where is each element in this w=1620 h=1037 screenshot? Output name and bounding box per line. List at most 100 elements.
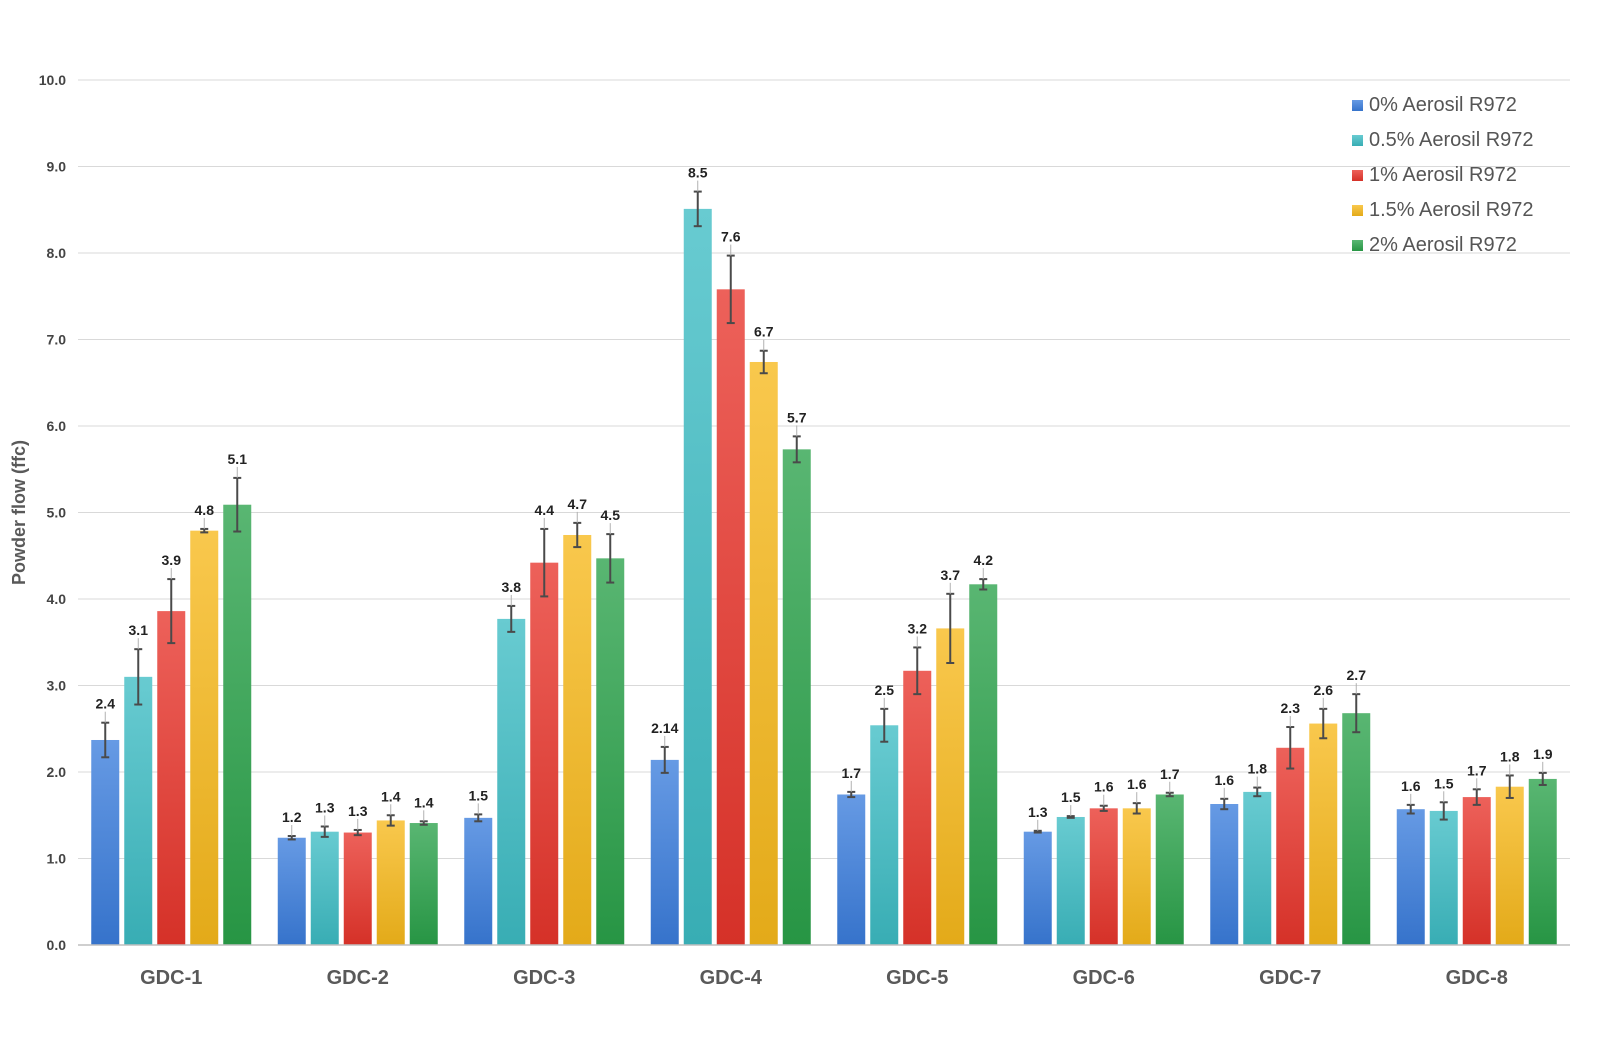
- bar: [969, 584, 998, 945]
- bar: [497, 618, 526, 945]
- data-label: 3.9: [162, 552, 182, 568]
- y-tick-label: 6.0: [47, 418, 67, 434]
- bar: [749, 361, 778, 945]
- data-label: 2.5: [875, 682, 895, 698]
- bar: [683, 208, 712, 945]
- legend-swatch: [1352, 205, 1363, 216]
- data-label: 4.7: [568, 496, 588, 512]
- y-tick-label: 1.0: [47, 851, 67, 867]
- x-tick-label: GDC-6: [1073, 967, 1135, 989]
- bar: [1056, 816, 1085, 945]
- bars: [91, 208, 1557, 946]
- data-label: 1.6: [1215, 772, 1235, 788]
- bar: [464, 817, 493, 945]
- data-label: 5.1: [228, 451, 248, 467]
- bar: [530, 562, 559, 945]
- bar: [596, 558, 625, 945]
- legend-label: 0.5% Aerosil R972: [1369, 129, 1534, 151]
- x-tick-label: GDC-3: [513, 967, 575, 989]
- data-label: 2.14: [651, 720, 678, 736]
- data-label: 1.8: [1248, 761, 1268, 777]
- bar: [870, 725, 899, 945]
- y-tick-label: 5.0: [47, 505, 67, 521]
- x-tick-label: GDC-2: [327, 967, 389, 989]
- x-tick-label: GDC-8: [1446, 967, 1508, 989]
- bar: [91, 739, 120, 945]
- bar: [1023, 831, 1052, 945]
- bar: [1528, 778, 1557, 945]
- bar: [223, 504, 252, 945]
- bar: [903, 670, 932, 945]
- y-tick-label: 3.0: [47, 678, 67, 694]
- bar: [1210, 804, 1239, 945]
- x-axis-ticks: GDC-1 GDC-2 GDC-3 GDC-4 GDC-5 GDC-6 GDC-7 GDC-8: [140, 967, 1508, 989]
- data-label: 1.5: [1434, 775, 1454, 791]
- x-tick-label: GDC-1: [140, 967, 202, 989]
- x-tick-label: GDC-5: [886, 967, 948, 989]
- bar: [1396, 809, 1425, 945]
- bar: [563, 534, 592, 945]
- legend-swatch: [1352, 100, 1363, 111]
- legend-label: 2% Aerosil R972: [1369, 234, 1517, 256]
- bar: [1309, 723, 1338, 945]
- bar: [650, 759, 679, 945]
- bar: [190, 530, 219, 945]
- y-tick-label: 9.0: [47, 159, 67, 175]
- data-label: 1.3: [348, 803, 368, 819]
- bar: [277, 837, 306, 945]
- bar: [124, 676, 153, 945]
- bar: [1155, 794, 1184, 945]
- legend: 0% Aerosil R972 0.5% Aerosil R972 1% Aeros…: [1352, 94, 1534, 256]
- data-label: 1.3: [1028, 804, 1048, 820]
- data-label: 1.8: [1500, 748, 1520, 764]
- data-label: 1.6: [1127, 776, 1147, 792]
- data-label: 2.3: [1281, 700, 1301, 716]
- y-axis-title: Powder flow (ffc): [9, 440, 29, 585]
- y-tick-label: 4.0: [47, 591, 67, 607]
- y-tick-label: 7.0: [47, 332, 67, 348]
- x-tick-label: GDC-7: [1259, 967, 1321, 989]
- bar: [1276, 747, 1305, 945]
- data-label: 1.7: [1160, 766, 1180, 782]
- data-label: 1.5: [469, 787, 489, 803]
- data-label: 2.7: [1347, 667, 1367, 683]
- data-label: 3.2: [908, 620, 928, 636]
- bar: [782, 449, 811, 945]
- data-label: 1.4: [381, 788, 401, 804]
- bar: [376, 820, 405, 945]
- bar: [1089, 808, 1118, 945]
- y-tick-label: 2.0: [47, 764, 67, 780]
- data-label: 8.5: [688, 165, 708, 181]
- bar: [409, 823, 438, 945]
- gridlines: [78, 79, 1570, 859]
- bar: [1462, 797, 1491, 945]
- data-label: 3.8: [502, 579, 522, 595]
- legend-swatch: [1352, 170, 1363, 181]
- data-label: 6.7: [754, 324, 774, 340]
- bar: [310, 831, 339, 945]
- data-label: 1.4: [414, 794, 434, 810]
- data-label: 2.4: [96, 696, 116, 712]
- data-label: 1.7: [842, 765, 862, 781]
- legend-label: 1.5% Aerosil R972: [1369, 199, 1534, 221]
- legend-swatch: [1352, 240, 1363, 251]
- data-label: 1.6: [1094, 779, 1114, 795]
- data-label: 1.6: [1401, 778, 1421, 794]
- data-label: 1.9: [1533, 746, 1553, 762]
- data-label: 5.7: [787, 409, 807, 425]
- y-tick-label: 0.0: [47, 937, 67, 953]
- data-label: 3.1: [129, 622, 149, 638]
- data-label: 3.7: [941, 567, 961, 583]
- bar: [1122, 808, 1151, 945]
- x-tick-label: GDC-4: [700, 967, 763, 989]
- data-label: 7.6: [721, 229, 741, 245]
- legend-label: 0% Aerosil R972: [1369, 94, 1517, 116]
- data-label: 2.6: [1314, 682, 1334, 698]
- data-label: 4.5: [601, 507, 621, 523]
- bar: [157, 611, 186, 945]
- data-labels: 2.4 3.1 3.9 4.8 5.1 1.2 1.3 1.3 1.4 1.4 1.5 3.8 4.4 4…: [96, 165, 1553, 837]
- bar: [716, 289, 745, 946]
- data-label: 4.8: [195, 502, 215, 518]
